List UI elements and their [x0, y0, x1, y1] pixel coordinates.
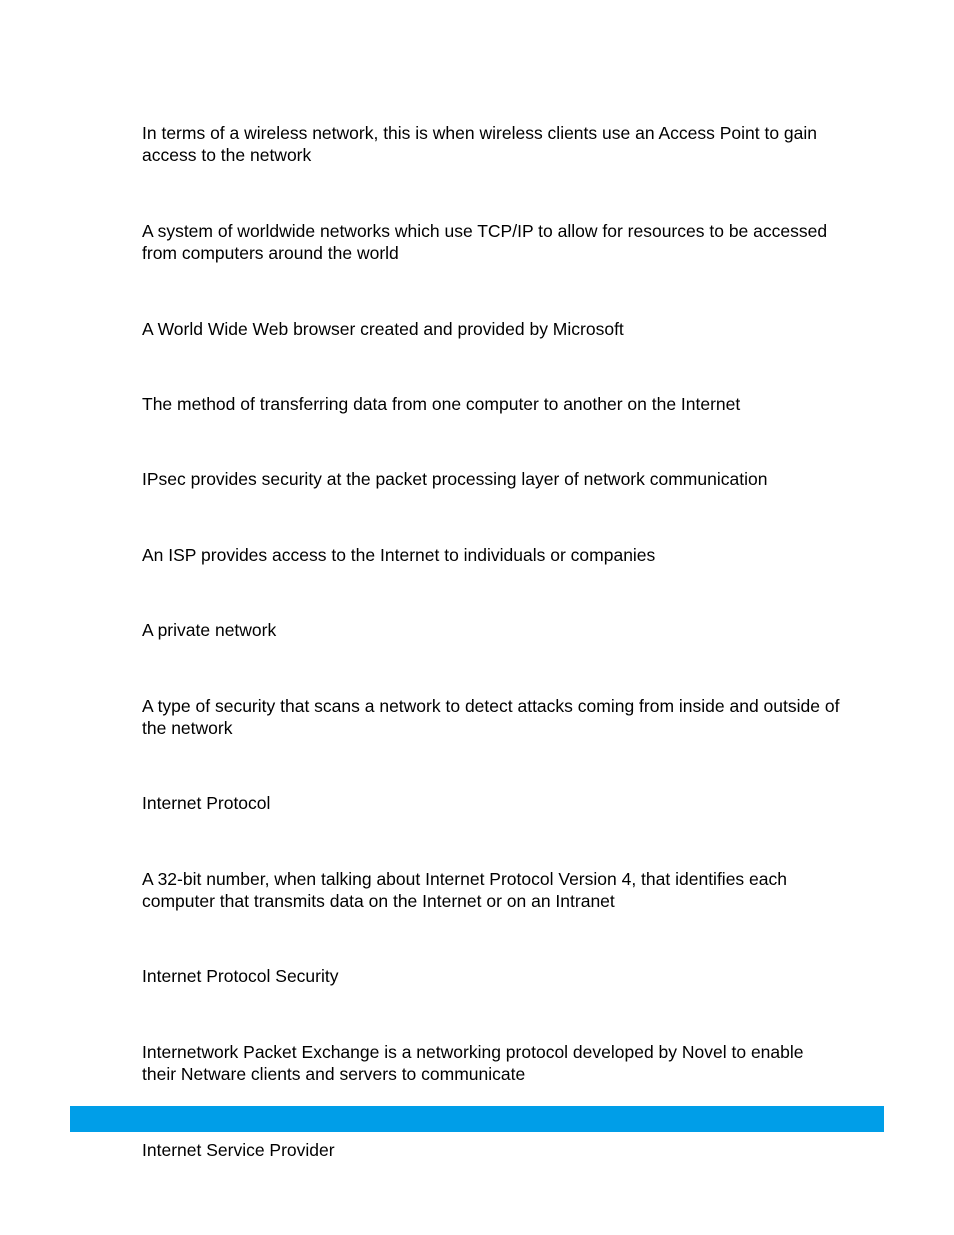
definition-entry: A private network: [142, 619, 842, 641]
definition-entry: A 32-bit number, when talking about Inte…: [142, 868, 842, 913]
definition-entry: A system of worldwide networks which use…: [142, 220, 842, 265]
definition-entry: Internet Service Provider: [142, 1139, 842, 1161]
definition-entry: Internetwork Packet Exchange is a networ…: [142, 1041, 842, 1086]
definitions-list: In terms of a wireless network, this is …: [142, 122, 842, 1214]
footer-accent-bar: [70, 1106, 884, 1132]
definition-entry: Internet Protocol: [142, 792, 842, 814]
definition-entry: An ISP provides access to the Internet t…: [142, 544, 842, 566]
page: In terms of a wireless network, this is …: [0, 0, 954, 1235]
definition-entry: Internet Protocol Security: [142, 965, 842, 987]
definition-entry: IPsec provides security at the packet pr…: [142, 468, 842, 490]
definition-entry: In terms of a wireless network, this is …: [142, 122, 842, 167]
definition-entry: A type of security that scans a network …: [142, 695, 842, 740]
definition-entry: The method of transferring data from one…: [142, 393, 842, 415]
definition-entry: A World Wide Web browser created and pro…: [142, 318, 842, 340]
